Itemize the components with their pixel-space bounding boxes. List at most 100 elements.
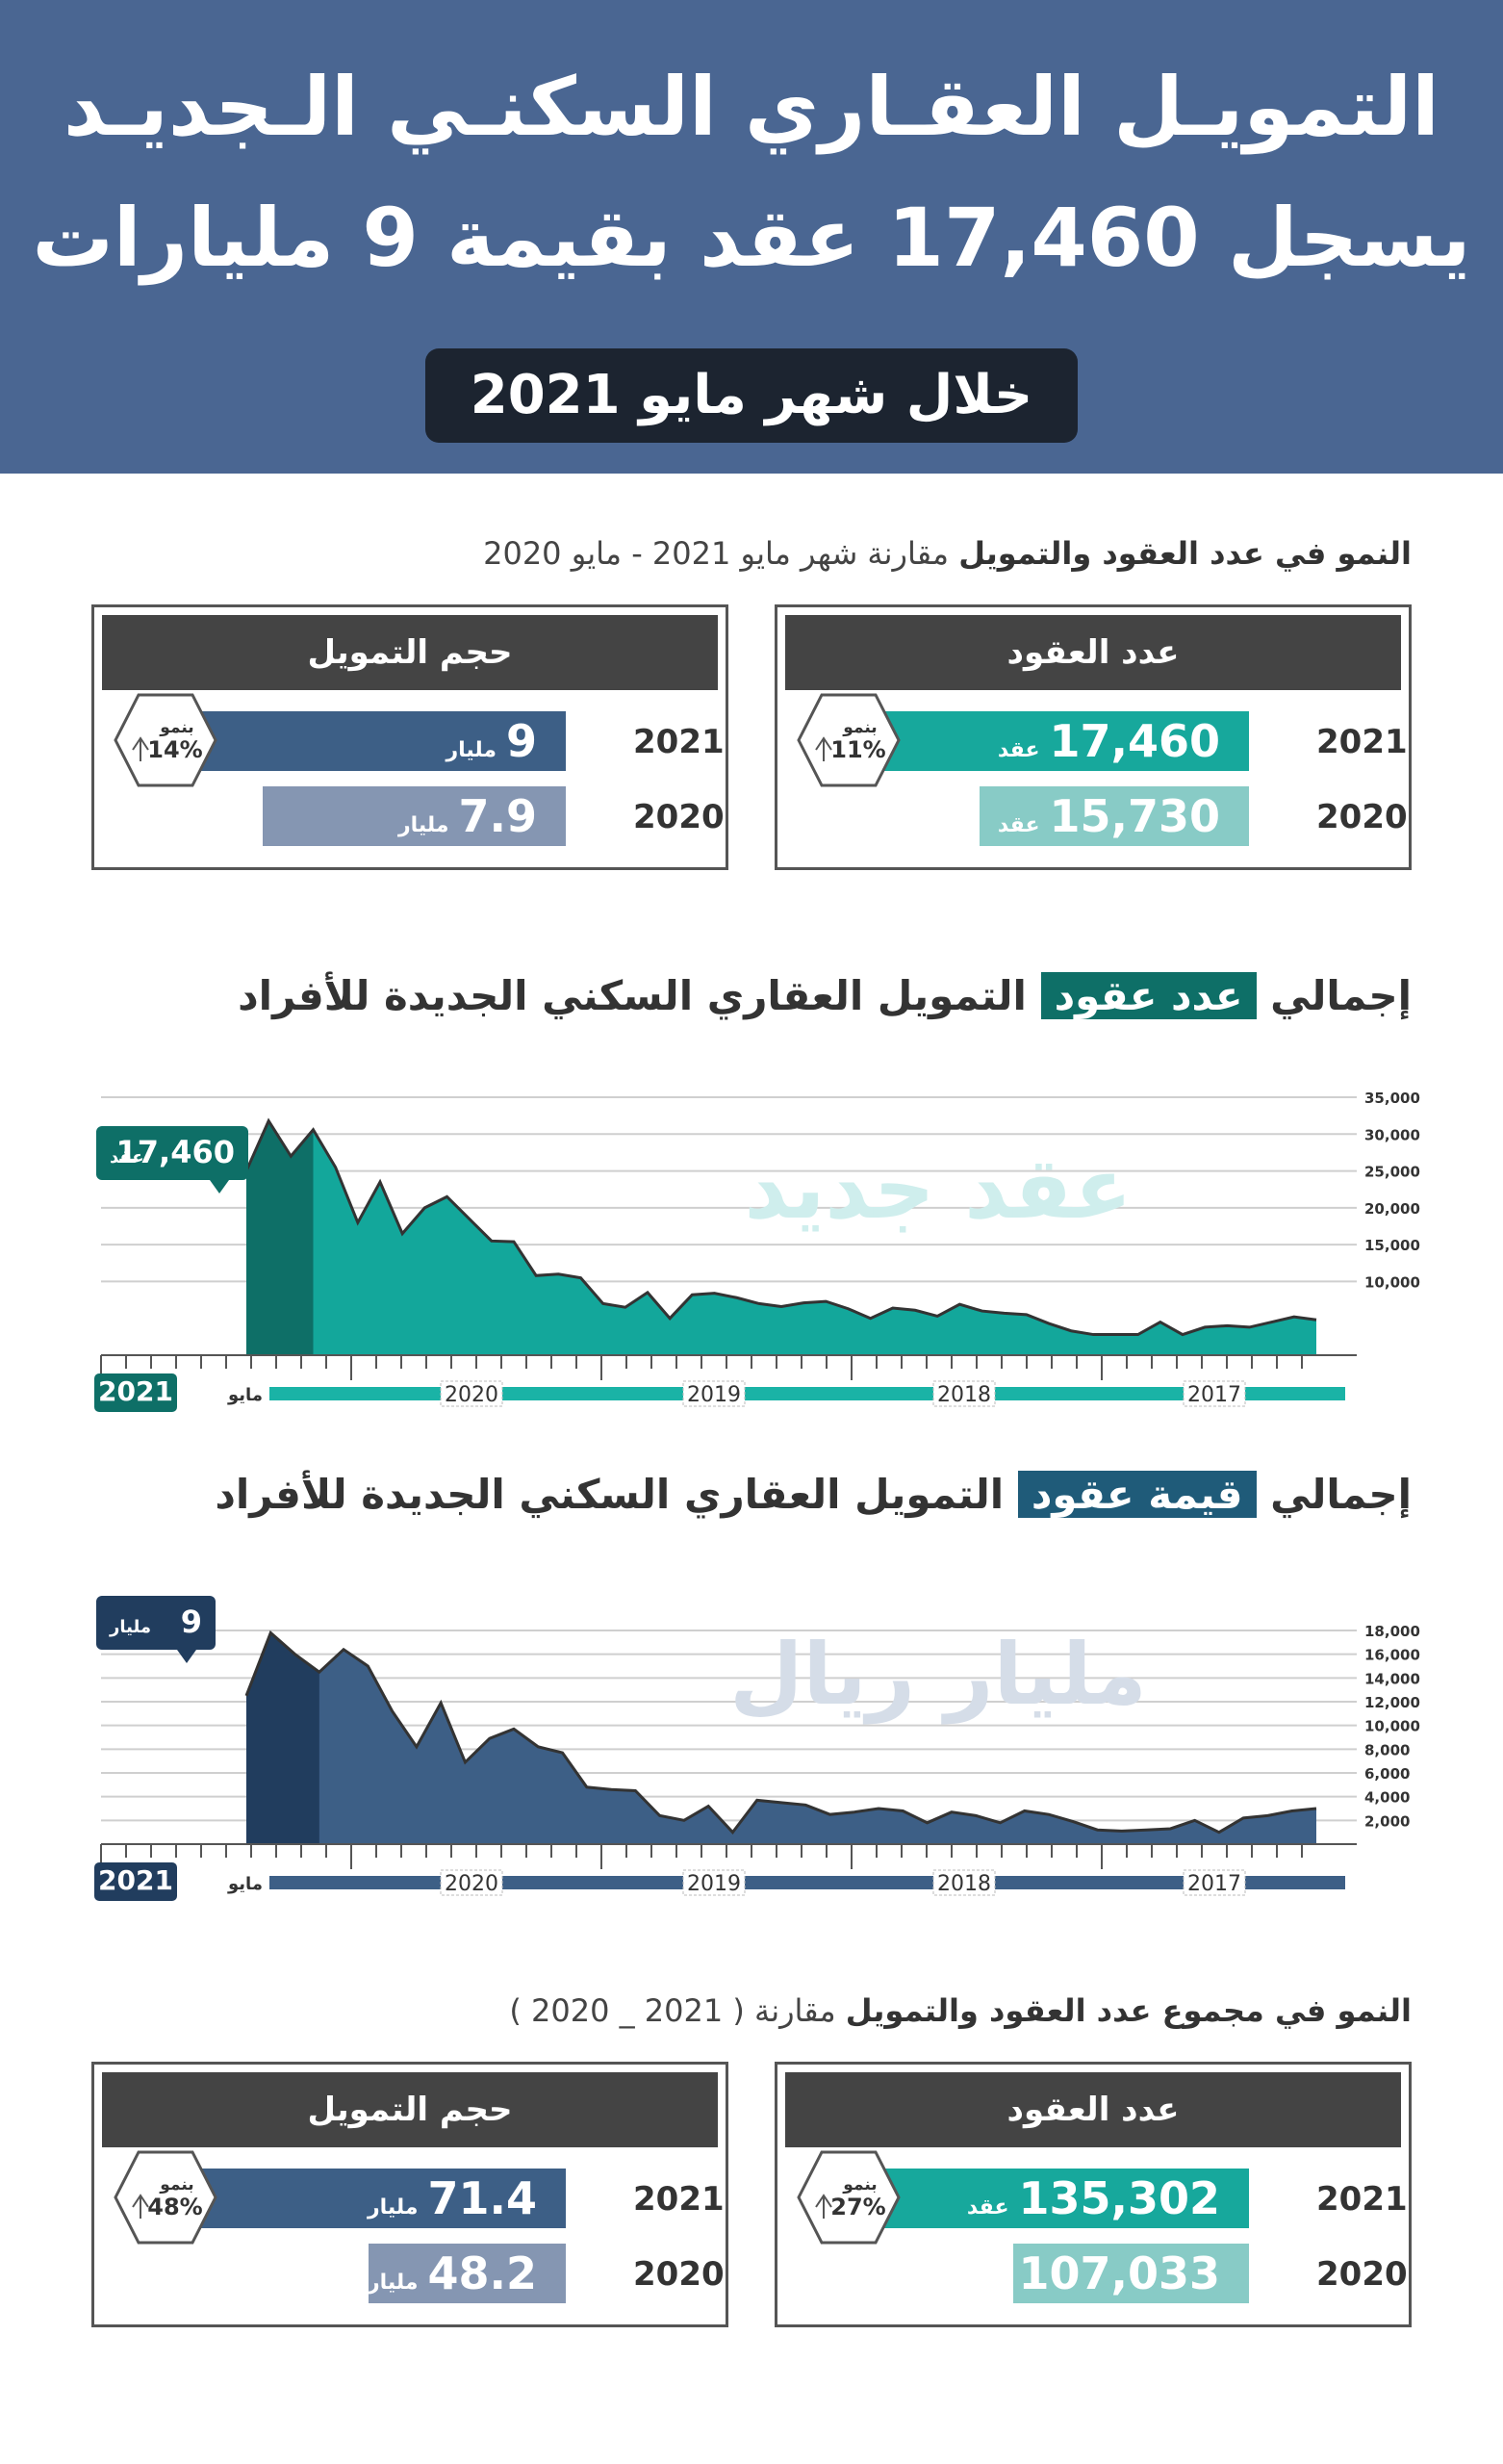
timeline-year-label: 2019 (687, 1383, 741, 1407)
year-badge (94, 1862, 177, 1901)
total-contracts-card: عدد العقود 135,302 عقد 2021 107,033 عقد 2020 بن… (775, 2062, 1412, 2327)
month-contracts-bar-2020: 15,730 عقد (980, 786, 1249, 846)
total-contracts-year-label: 2020 (1316, 2255, 1408, 2294)
growth-value: 11% (830, 736, 885, 763)
y-tick-label: 10,000 (1364, 1718, 1420, 1735)
chart2-title-highlight: قيمة عقود (1017, 1471, 1257, 1518)
month-financing-year-label: 2020 (633, 798, 725, 836)
total-contracts-year-label: 2021 (1316, 2180, 1408, 2219)
bar-unit: عقد (966, 2195, 1009, 2220)
total-contracts-card-header: عدد العقود (785, 2072, 1401, 2147)
timeline-year-label: 2020 (445, 1872, 498, 1896)
month-contracts-year-label: 2021 (1316, 723, 1408, 761)
chart1-title-pre: إجمالي (1270, 972, 1412, 1019)
total-title-rest: مقارنة ( 2021 _ 2020 ) (509, 1992, 836, 2029)
total-financing-bar-2021: 71.4 مليار (181, 2169, 566, 2228)
area-fill (246, 1632, 1316, 1844)
total-financing-bar-2020: 48.2 مليار (367, 2244, 566, 2303)
bar-value: 17,460 (1049, 715, 1220, 767)
growth-label: بنمو (159, 718, 193, 737)
value-badge-unit: مليار (109, 1617, 151, 1637)
header-title-line2: يسجل 17,460 عقد بقيمة 9 مليارات (32, 191, 1471, 285)
value-badge (96, 1596, 216, 1650)
y-tick-label: 8,000 (1364, 1741, 1410, 1758)
month-financing-card: حجم التمويل 9 مليار 2021 7.9 مليار 2020 بنمو 14% (91, 604, 728, 870)
chart1-title-post: التمويل العقاري السكني الجديدة للأفراد (238, 972, 1027, 1019)
growth-title-rest: مقارنة شهر مايو 2021 - مايو 2020 (483, 535, 950, 572)
area-fill (246, 1120, 1316, 1355)
bar-value: 48.2 (427, 2247, 538, 2299)
period-pill: خلال شهر مايو 2021 (425, 348, 1078, 443)
total-title-bold: النمو في مجموع عدد العقود والتمويل (845, 1992, 1412, 2029)
bar-value: 107,033 (1018, 2247, 1220, 2299)
y-tick-label: 25,000 (1364, 1164, 1420, 1181)
highlight-area (246, 1632, 319, 1844)
timeline-year-label: 2019 (687, 1872, 741, 1896)
chart1-title-highlight: عدد عقود (1040, 972, 1257, 1019)
growth-title-bold: النمو في عدد العقود والتمويل (958, 535, 1412, 572)
y-tick-label: 30,000 (1364, 1126, 1420, 1143)
bar-value: 71.4 (427, 2172, 538, 2224)
chart1-title: إجمالي عدد عقود التمويل العقاري السكني ا… (238, 972, 1412, 1019)
y-tick-label: 2,000 (1364, 1812, 1410, 1830)
growth-value: 48% (147, 2194, 202, 2220)
highlight-area (246, 1120, 314, 1355)
growth-value: 27% (830, 2194, 885, 2220)
timeline-year-label: 2017 (1187, 1383, 1241, 1407)
timeline-year-box (932, 1869, 996, 1896)
chart2-title-post: التمويل العقاري السكني الجديدة للأفراد (215, 1471, 1005, 1518)
header-title-line1: التمويـل العقـاري السكنـي الـجديـد (64, 60, 1439, 154)
bar-value: 9 (505, 715, 537, 767)
chart-watermark: عقد جديد (744, 1139, 1132, 1238)
series-line (244, 1630, 1317, 1835)
month-contracts-year-label: 2020 (1316, 798, 1408, 836)
year-badge-label: 2021 (98, 1864, 173, 1896)
total-financing-year-label: 2020 (633, 2255, 725, 2294)
timeline-bar (269, 1876, 1345, 1889)
value-badge-pointer (177, 1650, 196, 1663)
value-area-chart: 18,000 16,000 14,000 12,000 10,000 8,000 6,000… (94, 1596, 1420, 1901)
bar-unit: مليار (367, 2271, 419, 2295)
series-line (244, 1117, 1317, 1337)
year-badge-label: 2021 (98, 1375, 173, 1407)
y-tick-label: 15,000 (1364, 1237, 1420, 1254)
timeline-year-box (440, 1869, 503, 1896)
bar-unit: عقد (966, 2271, 1009, 2295)
timeline-bar (269, 1387, 1345, 1400)
chart-watermark: مليار ريال (729, 1625, 1147, 1724)
month-financing-card-header: حجم التمويل (102, 615, 718, 690)
value-badge (96, 1126, 248, 1180)
total-financing-card-header: حجم التمويل (102, 2072, 718, 2147)
month-contracts-card-header: عدد العقود (785, 615, 1401, 690)
month-financing-year-label: 2021 (633, 723, 725, 761)
y-tick-label: 18,000 (1364, 1623, 1420, 1640)
growth-label: بنمو (842, 2175, 877, 2194)
y-tick-label: 4,000 (1364, 1789, 1410, 1807)
y-tick-label: 10,000 (1364, 1273, 1420, 1291)
timeline-year-label: 2020 (445, 1383, 498, 1407)
month-label: مايو (227, 1874, 263, 1894)
y-tick-label: 14,000 (1364, 1670, 1420, 1687)
growth-value: 14% (147, 736, 202, 763)
y-tick-label: 16,000 (1364, 1647, 1420, 1664)
month-contracts-card: عدد العقود 17,460 عقد 2021 15,730 عقد 2020 بنمو… (775, 604, 1412, 870)
year-badge (94, 1373, 177, 1412)
y-tick-label: 20,000 (1364, 1200, 1420, 1218)
timeline-year-box (682, 1380, 746, 1407)
bar-unit: مليار (397, 813, 449, 837)
timeline-year-box (440, 1380, 503, 1407)
bar-value: 135,302 (1018, 2172, 1220, 2224)
bar-value: 7.9 (458, 790, 538, 842)
value-badge-pointer (210, 1180, 229, 1194)
timeline-year-box (682, 1869, 746, 1896)
bar-value: 15,730 (1049, 790, 1220, 842)
total-financing-year-label: 2021 (633, 2180, 725, 2219)
value-badge-unit: عقد (110, 1147, 144, 1168)
month-financing-bar-2020: 7.9 مليار (263, 786, 566, 846)
bar-unit: عقد (997, 813, 1040, 837)
contracts-area-chart: 35,000 30,000 25,000 20,000 15,000 10,000 عقد … (94, 1090, 1420, 1412)
chart2-title: إجمالي قيمة عقود التمويل العقاري السكني … (215, 1471, 1412, 1518)
y-tick-label: 6,000 (1364, 1765, 1410, 1783)
